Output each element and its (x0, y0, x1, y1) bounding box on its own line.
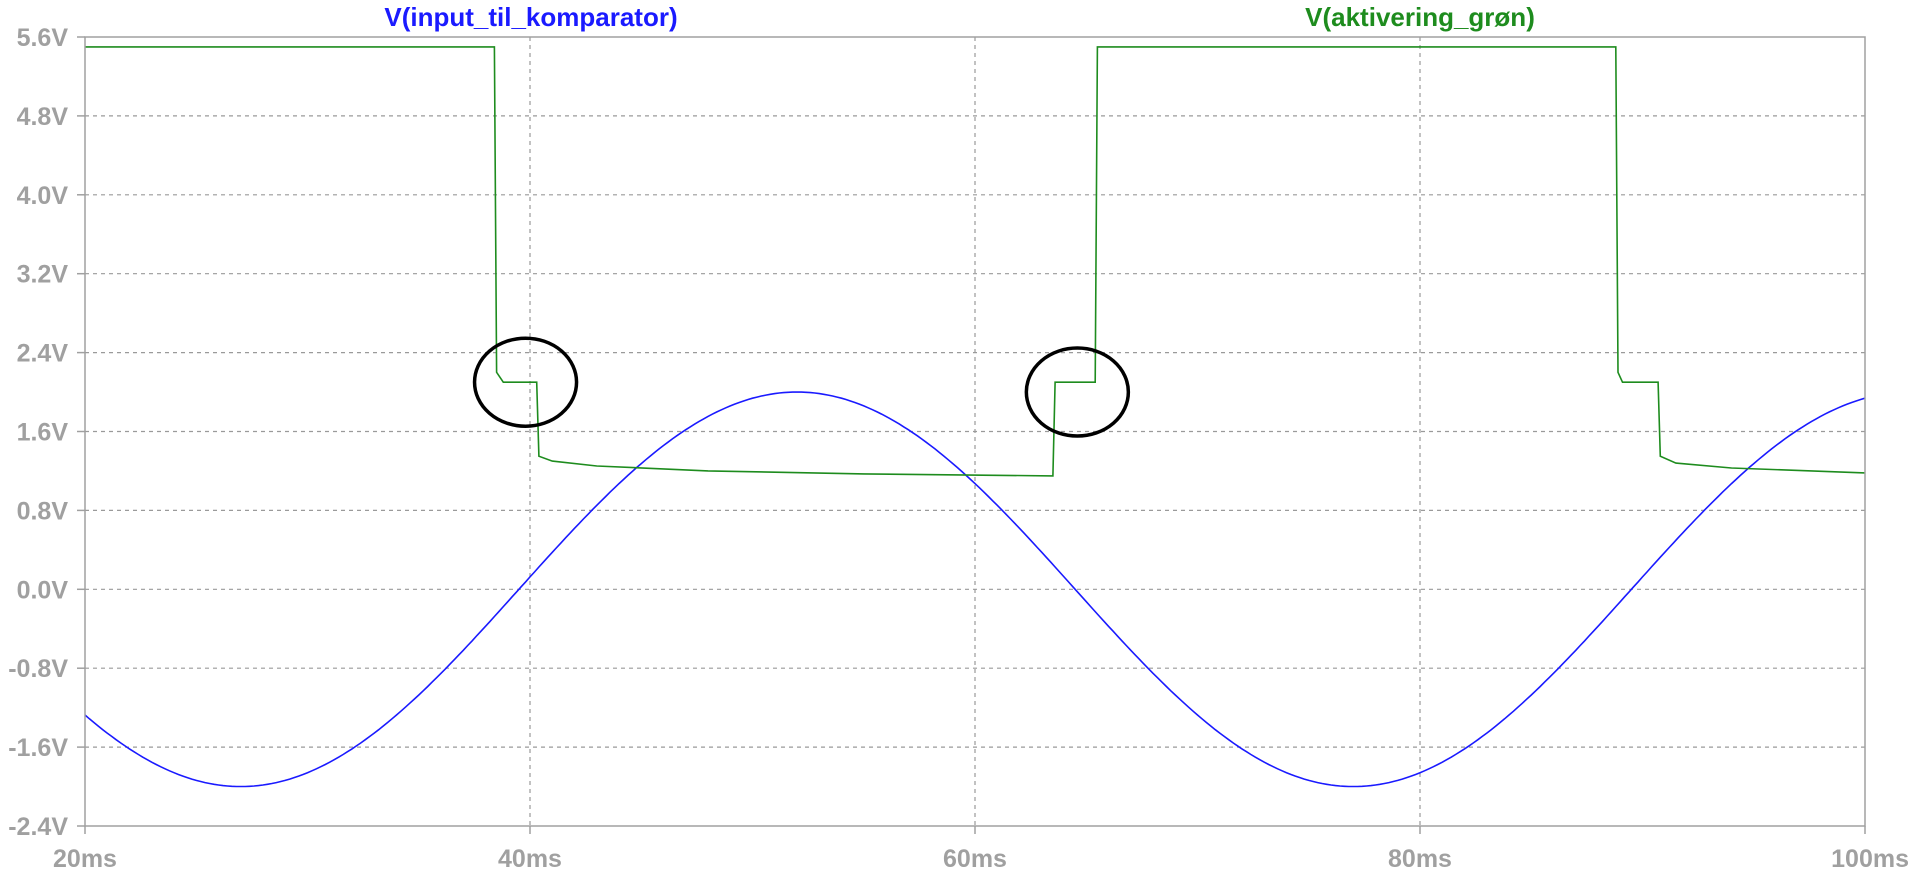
y-tick-label: 4.8V (17, 103, 69, 131)
y-tick-label: 0.0V (17, 576, 69, 604)
series-line-aktivering-gron (85, 46, 1866, 477)
y-tick-label: 4.0V (17, 182, 69, 210)
annotations (472, 336, 1131, 438)
y-tick-label: 5.6V (17, 24, 69, 52)
annotation-circle (472, 336, 579, 428)
y-tick-label: 0.8V (17, 497, 69, 525)
y-tick-label: -1.6V (8, 734, 68, 762)
series-line-input-til-komparator (84, 391, 1866, 788)
x-tick-label: 60ms (943, 845, 1007, 872)
y-tick-label: 3.2V (17, 261, 69, 289)
y-tick-label: -2.4V (8, 813, 68, 841)
y-tick-label: 1.6V (17, 419, 69, 447)
x-axis-ticks: 20ms 40ms 60ms 80ms 100ms (53, 826, 1909, 872)
y-tick-label: -0.8V (8, 655, 68, 683)
x-tick-label: 40ms (498, 845, 562, 872)
x-tick-label: 20ms (53, 845, 117, 872)
series-label-input-til-komparator: V(input_til_komparator) (384, 2, 677, 32)
y-tick-label: 2.4V (17, 340, 69, 368)
x-tick-label: 80ms (1388, 845, 1452, 872)
series-label-aktivering-gron: V(aktivering_grøn) (1305, 2, 1535, 32)
grid-lines (85, 37, 1865, 826)
y-axis-ticks: 5.6V 4.8V 4.0V 3.2V 2.4V 1.6V 0.8V 0.0V -0.8V -1.… (8, 24, 85, 841)
annotation-circle (1024, 346, 1131, 438)
x-tick-label: 100ms (1831, 845, 1909, 872)
traces (84, 46, 1866, 788)
